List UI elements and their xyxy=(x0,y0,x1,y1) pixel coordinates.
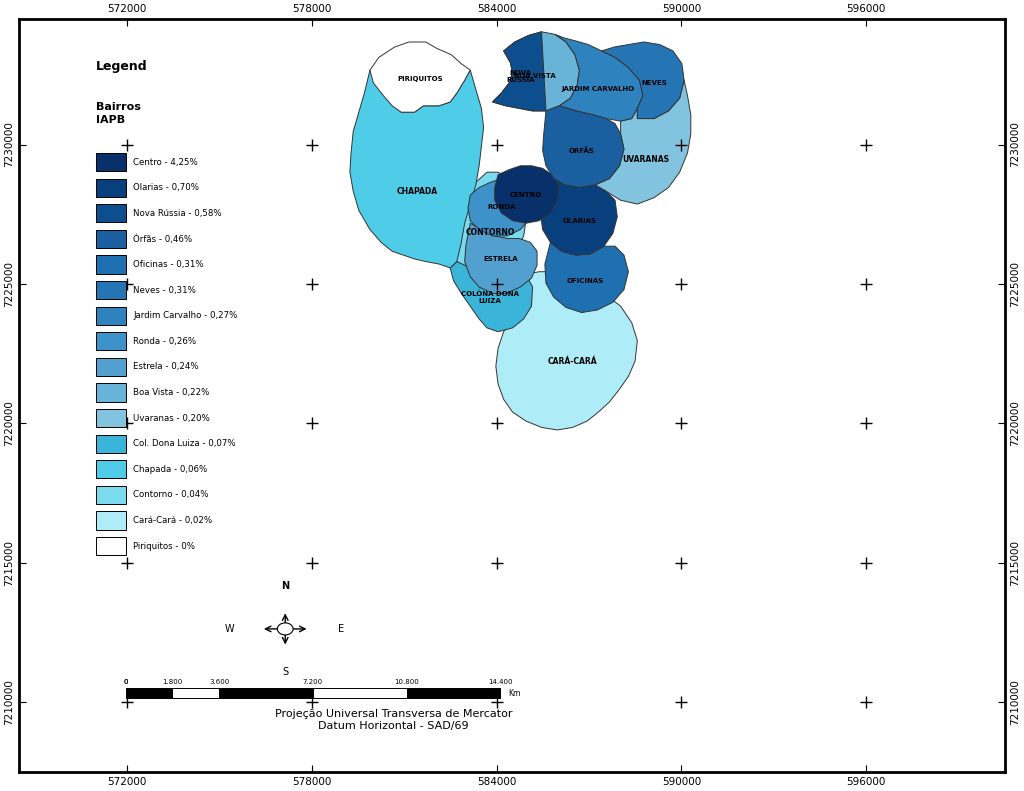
Polygon shape xyxy=(350,70,483,268)
Text: Olarias - 0,70%: Olarias - 0,70% xyxy=(133,184,200,192)
Text: PIRIQUITOS: PIRIQUITOS xyxy=(397,76,443,82)
Text: Ronda - 0,26%: Ronda - 0,26% xyxy=(133,337,197,346)
Bar xyxy=(172,688,219,698)
Text: COLÔNA DONA
LUIZA: COLÔNA DONA LUIZA xyxy=(461,290,519,304)
Text: Col. Dona Luiza - 0,07%: Col. Dona Luiza - 0,07% xyxy=(133,439,236,448)
Text: Km: Km xyxy=(508,689,520,698)
Text: NEVES: NEVES xyxy=(641,80,667,86)
Text: CHAPADA: CHAPADA xyxy=(396,187,437,196)
Text: UVARANAS: UVARANAS xyxy=(623,155,670,164)
Text: Projeção Universal Transversa de Mercator
Datum Horizontal - SAD/69: Projeção Universal Transversa de Mercato… xyxy=(274,709,512,731)
Bar xyxy=(407,688,500,698)
Bar xyxy=(96,307,126,325)
Text: Boa Vista - 0,22%: Boa Vista - 0,22% xyxy=(133,388,210,397)
Polygon shape xyxy=(468,179,534,236)
Bar xyxy=(96,434,126,452)
Text: S: S xyxy=(283,667,289,677)
Bar xyxy=(96,512,126,529)
Text: N: N xyxy=(282,581,290,591)
Text: Oficinas - 0,31%: Oficinas - 0,31% xyxy=(133,260,204,269)
Text: 0: 0 xyxy=(123,679,128,685)
Bar xyxy=(96,281,126,299)
Text: Jardim Carvalho - 0,27%: Jardim Carvalho - 0,27% xyxy=(133,311,238,320)
Polygon shape xyxy=(451,262,532,331)
Circle shape xyxy=(278,623,293,635)
Text: W: W xyxy=(224,624,233,634)
Text: 7.200: 7.200 xyxy=(303,679,323,685)
Text: Bairros
IAPB: Bairros IAPB xyxy=(96,102,141,125)
Polygon shape xyxy=(555,34,643,121)
Text: ÓRFÃS: ÓRFÃS xyxy=(568,147,595,154)
Bar xyxy=(96,332,126,350)
Bar xyxy=(96,179,126,197)
Text: RONDA: RONDA xyxy=(487,203,516,210)
Text: Legend: Legend xyxy=(96,60,147,74)
Bar xyxy=(96,486,126,504)
Text: ESTRELA: ESTRELA xyxy=(483,256,517,262)
Text: Nova Rússia - 0,58%: Nova Rússia - 0,58% xyxy=(133,209,222,218)
Text: E: E xyxy=(338,624,344,634)
Polygon shape xyxy=(454,172,526,272)
Bar xyxy=(219,688,313,698)
Text: Piriquitos - 0%: Piriquitos - 0% xyxy=(133,542,196,551)
Text: Uvaranas - 0,20%: Uvaranas - 0,20% xyxy=(133,414,210,422)
Text: NOVA
RÚSSIA: NOVA RÚSSIA xyxy=(506,70,535,83)
Text: 10.800: 10.800 xyxy=(394,679,419,685)
Polygon shape xyxy=(495,166,559,223)
Text: Centro - 4,25%: Centro - 4,25% xyxy=(133,157,199,167)
Text: Chapada - 0,06%: Chapada - 0,06% xyxy=(133,465,208,474)
Polygon shape xyxy=(541,179,617,255)
Bar xyxy=(96,537,126,555)
Bar xyxy=(96,204,126,222)
Text: Estrela - 0,24%: Estrela - 0,24% xyxy=(133,362,199,372)
Text: Cará-Cará - 0,02%: Cará-Cará - 0,02% xyxy=(133,516,213,525)
Bar xyxy=(126,688,172,698)
Bar xyxy=(313,688,407,698)
Text: 14.400: 14.400 xyxy=(487,679,512,685)
Text: Contorno - 0,04%: Contorno - 0,04% xyxy=(133,490,209,499)
Text: OFICINAS: OFICINAS xyxy=(566,278,603,284)
Text: Neves - 0,31%: Neves - 0,31% xyxy=(133,286,197,294)
Text: 1.800: 1.800 xyxy=(162,679,182,685)
Bar xyxy=(96,153,126,171)
Polygon shape xyxy=(602,42,684,119)
Text: OLARIAS: OLARIAS xyxy=(562,218,596,224)
Bar xyxy=(96,409,126,427)
Bar xyxy=(96,230,126,248)
Polygon shape xyxy=(493,32,580,111)
Text: CENTRO: CENTRO xyxy=(510,192,542,198)
Bar xyxy=(96,460,126,479)
Polygon shape xyxy=(545,242,629,312)
Text: JARDIM CARVALHO: JARDIM CARVALHO xyxy=(562,86,635,93)
Text: BOA VISTA: BOA VISTA xyxy=(514,74,556,79)
Bar xyxy=(96,384,126,402)
Polygon shape xyxy=(543,106,624,187)
Polygon shape xyxy=(496,272,637,430)
Text: CONTORNO: CONTORNO xyxy=(466,228,515,237)
Bar xyxy=(96,255,126,274)
Text: 0: 0 xyxy=(123,679,128,685)
Polygon shape xyxy=(493,32,546,111)
Polygon shape xyxy=(595,80,691,204)
Text: 3.600: 3.600 xyxy=(209,679,229,685)
Bar xyxy=(96,358,126,376)
Polygon shape xyxy=(465,223,537,293)
Text: CARÁ-CARÁ: CARÁ-CARÁ xyxy=(548,357,598,365)
Text: Órfãs - 0,46%: Órfãs - 0,46% xyxy=(133,234,193,244)
Polygon shape xyxy=(370,42,470,112)
